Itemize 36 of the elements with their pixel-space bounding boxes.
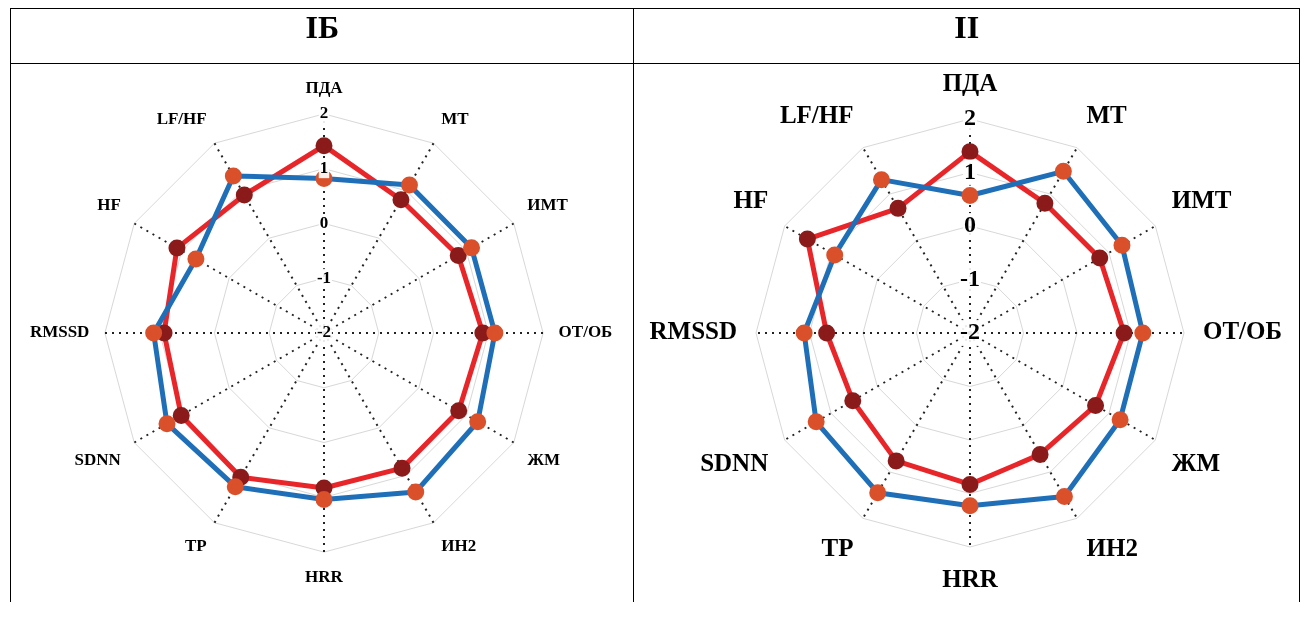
spoke-label: ТР	[184, 535, 207, 555]
spoke-label: RMSSD	[29, 322, 90, 342]
chart-title: IБ	[305, 9, 340, 45]
spoke-label: ИН2	[441, 535, 477, 555]
spoke-label: RMSSD	[649, 317, 738, 345]
y-tick-label: -2	[316, 322, 332, 342]
y-tick-label: -1	[316, 267, 332, 287]
y-tick-label: 0	[319, 212, 329, 232]
spoke-label: ОТ/ОБ	[1203, 317, 1283, 345]
y-tick-label: 1	[319, 158, 329, 178]
spoke-label: ПДА	[943, 69, 998, 97]
spoke-label: ОТ/ОБ	[558, 322, 613, 342]
spoke-label: HF	[733, 185, 769, 213]
chart-title: II	[954, 9, 980, 45]
spoke-label: SDNN	[700, 448, 769, 476]
spoke-label: МТ	[1086, 100, 1128, 128]
spoke-label: HRR	[942, 565, 1000, 593]
y-tick-label: -1	[960, 264, 981, 291]
spoke-label: ИМТ	[1172, 185, 1233, 213]
spoke-label: SDNN	[74, 449, 122, 469]
spoke-label: LF/HF	[156, 109, 207, 129]
spoke-label: ЖМ	[527, 449, 561, 469]
spoke-label: МТ	[441, 109, 470, 129]
y-tick-label: 2	[319, 103, 329, 123]
y-tick-label: 0	[964, 211, 977, 238]
y-tick-label: 1	[964, 157, 977, 184]
spoke-label: HRR	[305, 567, 344, 587]
spoke-label: LF/HF	[780, 100, 854, 128]
spoke-label: ИМТ	[527, 194, 569, 214]
spoke-label: ИН2	[1086, 534, 1139, 562]
y-tick-label: 2	[964, 104, 977, 131]
y-tick-label: -2	[960, 318, 981, 345]
spoke-label: ТР	[822, 534, 854, 562]
spoke-label: ЖМ	[1172, 448, 1221, 476]
spoke-label: ПДА	[305, 77, 344, 97]
spoke-label: HF	[97, 194, 121, 214]
